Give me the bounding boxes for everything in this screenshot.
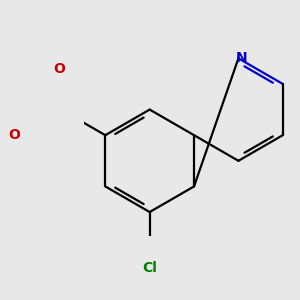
Text: O: O [8,128,20,142]
Text: O: O [54,61,65,76]
Text: N: N [236,51,248,65]
Text: Cl: Cl [142,260,157,274]
